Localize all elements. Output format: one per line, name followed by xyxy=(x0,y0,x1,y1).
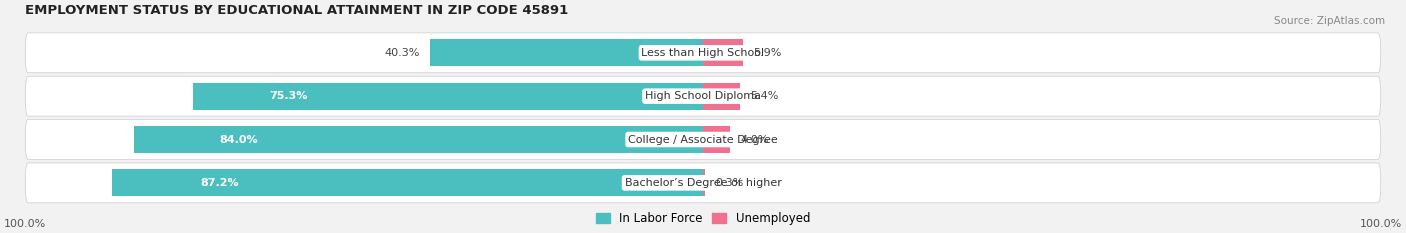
Bar xyxy=(703,126,730,153)
Text: 40.3%: 40.3% xyxy=(384,48,420,58)
Text: Bachelor’s Degree or higher: Bachelor’s Degree or higher xyxy=(624,178,782,188)
FancyBboxPatch shape xyxy=(25,120,1381,159)
Text: College / Associate Degree: College / Associate Degree xyxy=(628,134,778,144)
FancyBboxPatch shape xyxy=(25,163,1381,203)
Bar xyxy=(193,83,703,110)
FancyBboxPatch shape xyxy=(25,76,1381,116)
Text: EMPLOYMENT STATUS BY EDUCATIONAL ATTAINMENT IN ZIP CODE 45891: EMPLOYMENT STATUS BY EDUCATIONAL ATTAINM… xyxy=(25,4,568,17)
Bar xyxy=(134,126,703,153)
Text: 5.9%: 5.9% xyxy=(754,48,782,58)
Text: High School Diploma: High School Diploma xyxy=(645,91,761,101)
Text: 5.4%: 5.4% xyxy=(749,91,778,101)
Bar xyxy=(703,169,704,196)
Legend: In Labor Force, Unemployed: In Labor Force, Unemployed xyxy=(591,208,815,230)
Text: 84.0%: 84.0% xyxy=(219,134,257,144)
Text: Less than High School: Less than High School xyxy=(641,48,765,58)
Text: 0.3%: 0.3% xyxy=(716,178,744,188)
Text: 4.0%: 4.0% xyxy=(741,134,769,144)
FancyBboxPatch shape xyxy=(25,33,1381,73)
Bar xyxy=(112,169,703,196)
Text: Source: ZipAtlas.com: Source: ZipAtlas.com xyxy=(1274,16,1385,26)
Bar xyxy=(703,83,740,110)
Text: 87.2%: 87.2% xyxy=(201,178,239,188)
Bar xyxy=(430,39,703,66)
Bar xyxy=(703,39,742,66)
Text: 75.3%: 75.3% xyxy=(269,91,308,101)
